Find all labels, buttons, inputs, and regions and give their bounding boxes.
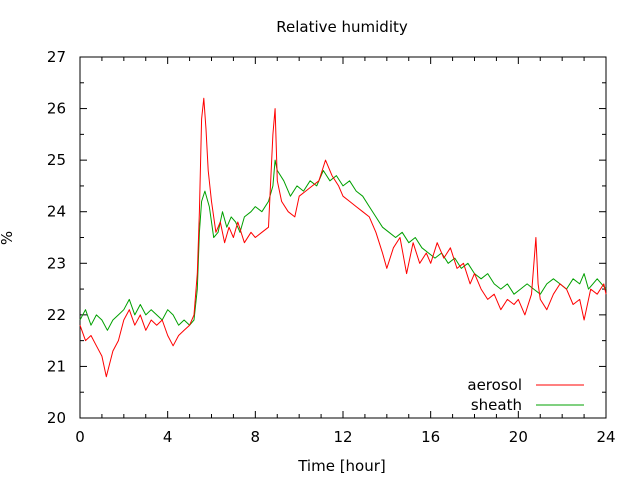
x-tick-label: 20	[509, 428, 528, 446]
chart-title: Relative humidity	[276, 18, 408, 36]
legend-label-sheath: sheath	[471, 396, 522, 414]
x-tick-label: 24	[596, 428, 615, 446]
y-tick-label: 22	[47, 306, 66, 324]
axis-ticks	[79, 56, 607, 419]
plot-frame	[79, 56, 607, 419]
series-line-aerosol	[79, 97, 607, 378]
x-tick-label: 12	[333, 428, 352, 446]
y-tick-label: 21	[47, 357, 66, 375]
y-tick-label: 25	[47, 151, 66, 169]
x-axis-label: Time [hour]	[297, 457, 386, 475]
series-line-sheath	[79, 159, 607, 331]
x-tick-label: 4	[163, 428, 173, 446]
legend-label-aerosol: aerosol	[467, 376, 522, 394]
series-layer	[79, 97, 607, 378]
axis-tick-labels: 0 4 8 12 16 20 24 20 21 22 23 24 25 26 27	[47, 48, 616, 446]
x-tick-label: 0	[75, 428, 85, 446]
y-tick-label: 23	[47, 254, 66, 272]
y-tick-label: 27	[47, 48, 66, 66]
x-tick-label: 8	[251, 428, 261, 446]
x-tick-label: 16	[421, 428, 440, 446]
legend: aerosol sheath	[467, 376, 584, 414]
y-tick-label: 26	[47, 100, 66, 118]
y-tick-label: 20	[47, 409, 66, 427]
y-axis-label: %	[0, 231, 16, 245]
y-tick-label: 24	[47, 203, 66, 221]
